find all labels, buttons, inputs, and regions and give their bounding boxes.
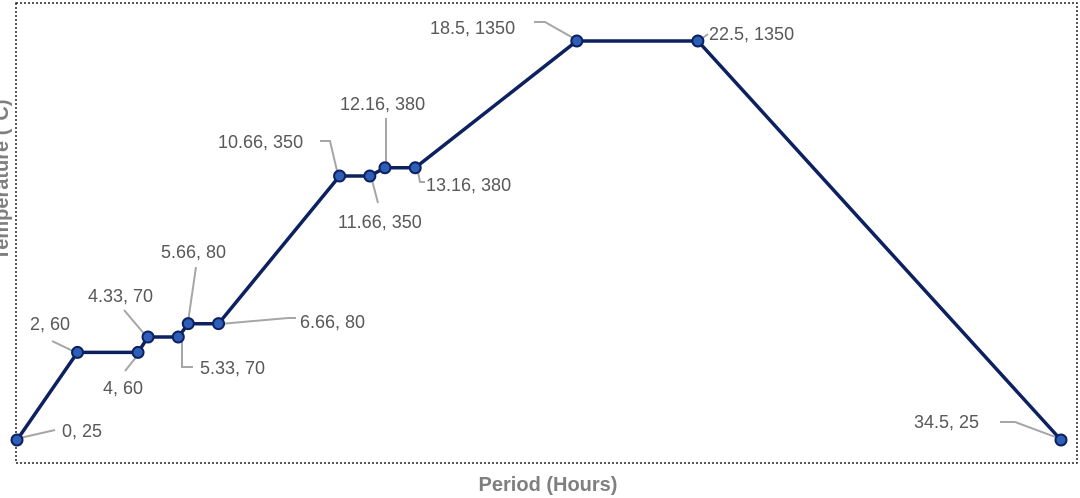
leader-line [371, 179, 379, 204]
y-axis-title: Temperature (°C) [0, 100, 13, 261]
data-point [363, 169, 377, 183]
data-point [181, 317, 195, 331]
x-axis-title: Period (Hours) [479, 474, 618, 496]
data-label: 4, 60 [103, 378, 143, 398]
data-point [378, 161, 392, 175]
data-label: 13.16, 380 [426, 175, 511, 195]
data-label: 12.16, 380 [340, 94, 425, 114]
leader-line [123, 309, 147, 337]
data-point [691, 34, 705, 48]
data-point [10, 433, 24, 447]
data-label: 4.33, 70 [88, 286, 153, 306]
leader-line [187, 266, 197, 323]
leader-line [19, 429, 56, 439]
leader-line [124, 355, 138, 372]
data-point [171, 330, 185, 344]
data-label: 22.5, 1350 [709, 24, 794, 44]
data-label: 5.33, 70 [200, 358, 265, 378]
data-point [212, 317, 226, 331]
data-label: 18.5, 1350 [430, 18, 515, 38]
data-point [408, 161, 422, 175]
series-line [15, 39, 1063, 442]
data-label: 34.5, 25 [914, 412, 979, 432]
data-point [570, 34, 584, 48]
leader-line [320, 140, 339, 176]
data-point [71, 345, 85, 359]
data-label: 0, 25 [62, 421, 102, 441]
leader-line [417, 171, 425, 183]
leader-line [219, 317, 296, 325]
data-point [131, 345, 145, 359]
data-point [333, 169, 347, 183]
data-point [1054, 433, 1068, 447]
data-point [141, 330, 155, 344]
data-label: 5.66, 80 [161, 242, 226, 262]
leader-line [181, 341, 193, 368]
plot-area-border [15, 2, 1078, 464]
data-label: 2, 60 [30, 314, 70, 334]
leader-line [1000, 421, 1059, 439]
data-label: 6.66, 80 [300, 312, 365, 332]
data-label: 10.66, 350 [218, 132, 303, 152]
data-label: 11.66, 350 [338, 212, 422, 232]
leader-line [51, 340, 76, 353]
leader-line [534, 21, 576, 40]
